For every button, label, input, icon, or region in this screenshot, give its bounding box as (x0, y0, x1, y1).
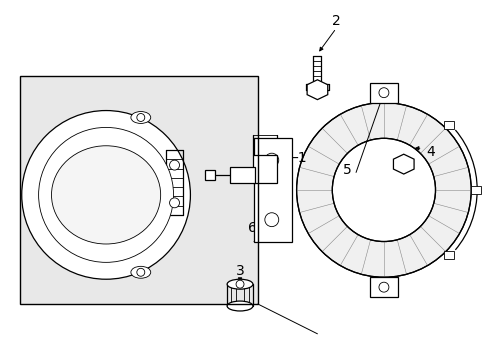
Text: 6: 6 (247, 221, 256, 235)
Circle shape (137, 113, 144, 121)
Bar (205, 170, 215, 180)
Ellipse shape (131, 112, 150, 123)
Bar (20, 76, 257, 304)
Circle shape (264, 213, 278, 227)
Ellipse shape (131, 266, 150, 278)
Bar (369, 277, 397, 297)
Circle shape (236, 280, 244, 288)
Text: 2: 2 (331, 14, 340, 28)
Bar (20, 76, 257, 304)
Bar (252, 155, 276, 183)
Text: —1: —1 (284, 151, 306, 165)
Text: 3: 3 (235, 264, 244, 278)
Bar (253, 138, 291, 242)
Circle shape (21, 111, 190, 279)
Circle shape (137, 268, 144, 276)
Ellipse shape (226, 301, 252, 311)
Ellipse shape (51, 146, 161, 244)
Circle shape (296, 103, 470, 277)
Circle shape (332, 138, 435, 242)
Polygon shape (393, 154, 413, 174)
Polygon shape (306, 80, 327, 100)
Text: 4: 4 (426, 145, 434, 159)
Circle shape (39, 127, 173, 262)
Text: 5: 5 (342, 163, 351, 177)
Ellipse shape (226, 279, 252, 289)
Bar (443, 121, 453, 129)
Bar (369, 83, 397, 103)
Circle shape (264, 153, 278, 167)
Circle shape (378, 282, 388, 292)
Bar (230, 167, 254, 183)
Bar (443, 251, 453, 259)
Circle shape (378, 88, 388, 98)
Bar (470, 186, 480, 194)
Circle shape (169, 160, 179, 170)
Circle shape (169, 198, 179, 208)
